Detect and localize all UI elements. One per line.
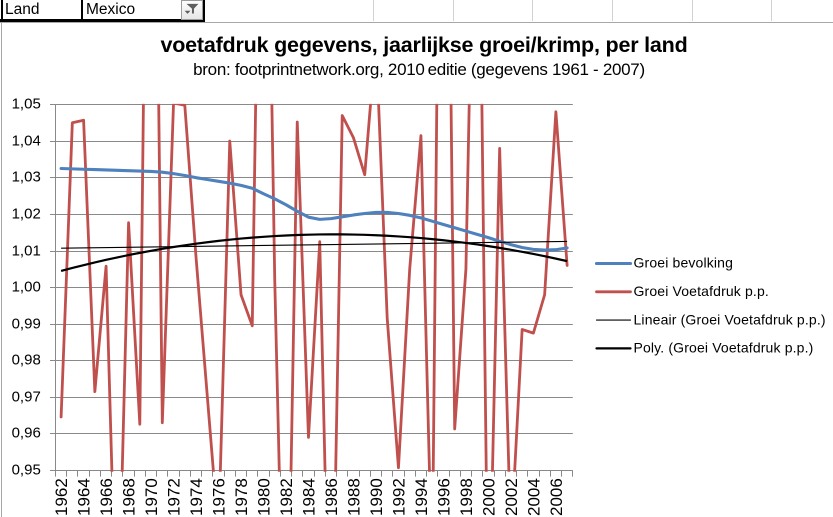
svg-text:2004: 2004 bbox=[525, 478, 544, 516]
svg-text:0,99: 0,99 bbox=[12, 316, 41, 333]
svg-text:1964: 1964 bbox=[75, 478, 94, 516]
svg-text:0,97: 0,97 bbox=[12, 389, 41, 406]
svg-text:1,02: 1,02 bbox=[12, 206, 41, 223]
svg-text:1,04: 1,04 bbox=[12, 133, 41, 150]
svg-text:1974: 1974 bbox=[187, 478, 206, 516]
svg-text:1994: 1994 bbox=[412, 478, 431, 516]
svg-text:Poly. (Groei Voetafdruk p.p.): Poly. (Groei Voetafdruk p.p.) bbox=[634, 340, 814, 356]
svg-text:1980: 1980 bbox=[255, 478, 274, 516]
svg-text:1966: 1966 bbox=[97, 478, 116, 516]
svg-text:1962: 1962 bbox=[52, 478, 71, 516]
svg-text:1982: 1982 bbox=[277, 478, 296, 516]
svg-text:1992: 1992 bbox=[390, 478, 409, 516]
svg-text:2006: 2006 bbox=[547, 478, 566, 516]
svg-text:0,98: 0,98 bbox=[12, 352, 41, 369]
svg-text:1968: 1968 bbox=[120, 478, 139, 516]
svg-text:1970: 1970 bbox=[142, 478, 161, 516]
svg-text:1984: 1984 bbox=[300, 478, 319, 516]
svg-text:1,00: 1,00 bbox=[12, 279, 41, 296]
svg-text:1990: 1990 bbox=[367, 478, 386, 516]
svg-text:0,96: 0,96 bbox=[12, 425, 41, 442]
svg-text:1972: 1972 bbox=[165, 478, 184, 516]
svg-text:1976: 1976 bbox=[210, 478, 229, 516]
svg-text:1986: 1986 bbox=[322, 478, 341, 516]
svg-text:Groei Voetafdruk p.p.: Groei Voetafdruk p.p. bbox=[634, 283, 769, 299]
svg-text:1,03: 1,03 bbox=[12, 169, 41, 186]
svg-text:Lineair (Groei Voetafdruk p.p.: Lineair (Groei Voetafdruk p.p.) bbox=[634, 311, 826, 327]
svg-text:1996: 1996 bbox=[435, 478, 454, 516]
svg-text:1,01: 1,01 bbox=[12, 243, 41, 260]
svg-text:1998: 1998 bbox=[457, 478, 476, 516]
svg-text:2002: 2002 bbox=[502, 478, 521, 516]
svg-text:1,05: 1,05 bbox=[12, 96, 41, 113]
svg-text:1988: 1988 bbox=[345, 478, 364, 516]
svg-text:2000: 2000 bbox=[480, 478, 499, 516]
svg-text:Groei bevolking: Groei bevolking bbox=[634, 255, 734, 271]
svg-text:0,95: 0,95 bbox=[12, 462, 41, 479]
svg-text:1978: 1978 bbox=[232, 478, 251, 516]
